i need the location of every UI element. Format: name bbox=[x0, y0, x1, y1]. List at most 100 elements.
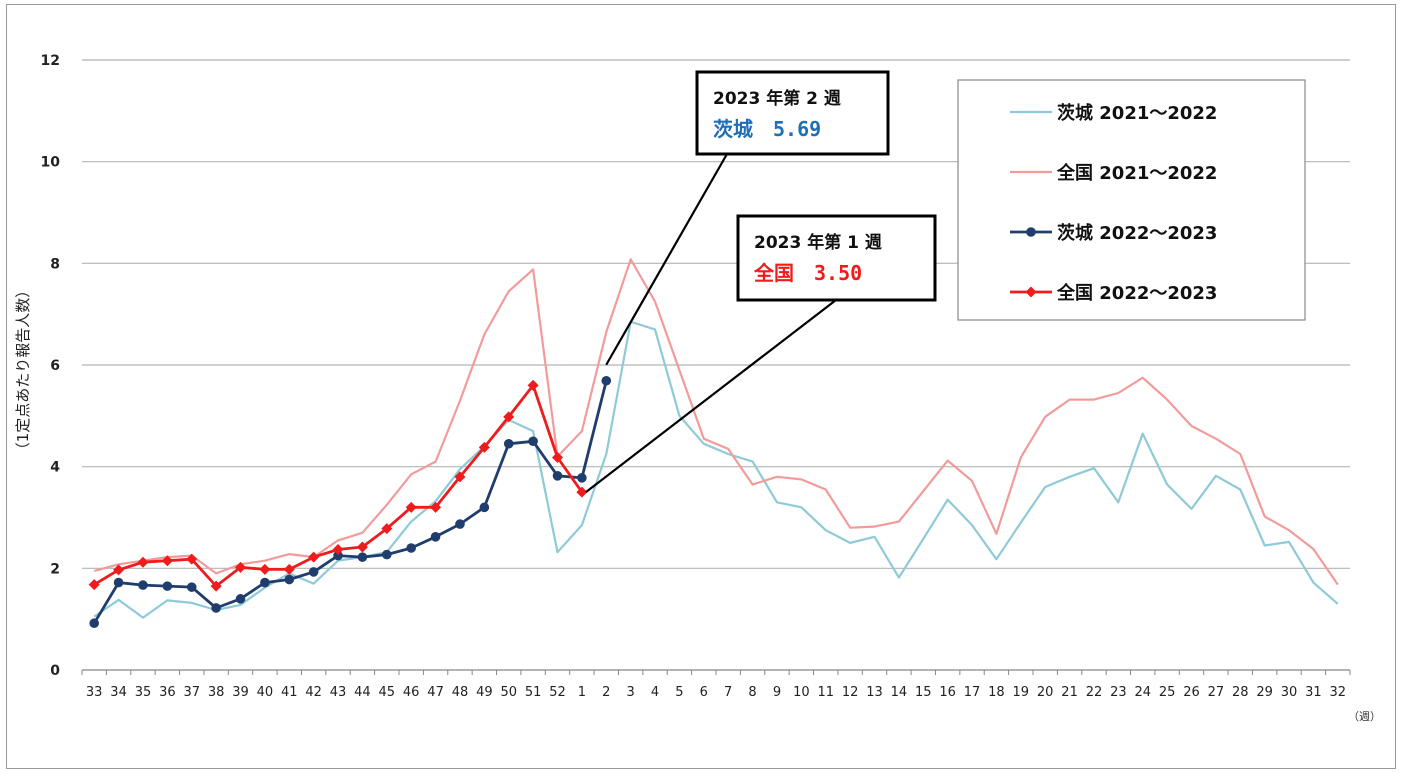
data-point bbox=[162, 581, 173, 591]
data-point bbox=[430, 501, 442, 513]
x-axis-unit: （週） bbox=[1348, 710, 1381, 723]
data-point bbox=[479, 502, 490, 513]
data-point bbox=[601, 375, 612, 386]
x-tick-label: 16 bbox=[939, 685, 956, 700]
data-point bbox=[235, 594, 246, 604]
data-point bbox=[211, 603, 221, 613]
data-point bbox=[113, 564, 125, 576]
data-point bbox=[382, 549, 392, 560]
x-tick-label: 44 bbox=[354, 685, 371, 700]
series-line bbox=[93, 380, 608, 624]
data-point bbox=[576, 486, 588, 498]
x-tick-label: 31 bbox=[1305, 685, 1322, 700]
x-tick-label: 30 bbox=[1281, 685, 1298, 700]
x-tick-label: 47 bbox=[427, 685, 444, 700]
x-tick-label: 45 bbox=[379, 685, 396, 700]
x-tick-label: 10 bbox=[793, 685, 810, 700]
x-tick-label: 6 bbox=[700, 685, 708, 700]
data-point bbox=[138, 580, 148, 590]
x-tick-label: 29 bbox=[1256, 685, 1273, 700]
x-tick-label: 27 bbox=[1208, 685, 1225, 700]
y-tick-label: 2 bbox=[50, 561, 60, 577]
x-tick-label: 24 bbox=[1134, 685, 1151, 700]
x-tick-label: 46 bbox=[403, 685, 420, 700]
x-tick-label: 33 bbox=[86, 685, 103, 700]
data-point bbox=[454, 471, 466, 483]
data-point bbox=[552, 471, 563, 481]
x-tick-label: 28 bbox=[1232, 685, 1249, 700]
x-tick-label: 36 bbox=[159, 685, 176, 700]
x-tick-label: 35 bbox=[135, 685, 152, 700]
series-1 bbox=[93, 258, 1339, 586]
annotation-value: 全国 3.50 bbox=[753, 261, 862, 285]
x-tick-label: 22 bbox=[1086, 685, 1103, 700]
legend-item: 茨城 2021～2022 bbox=[1010, 102, 1217, 124]
series-3 bbox=[88, 379, 588, 592]
data-point bbox=[455, 519, 465, 529]
data-point bbox=[284, 574, 295, 585]
data-point bbox=[332, 544, 344, 556]
y-tick-label: 12 bbox=[41, 53, 60, 69]
legend-label: 茨城 2022～2023 bbox=[1057, 222, 1217, 244]
data-point bbox=[308, 551, 320, 563]
y-tick-label: 10 bbox=[41, 155, 61, 171]
x-tick-label: 17 bbox=[964, 685, 981, 700]
data-point bbox=[235, 561, 246, 573]
data-point bbox=[503, 411, 515, 423]
annotation-leader-line bbox=[605, 153, 728, 366]
x-tick-label: 23 bbox=[1110, 685, 1127, 700]
x-tick-label: 4 bbox=[651, 685, 659, 700]
legend-item: 茨城 2022～2023 bbox=[1010, 222, 1217, 244]
x-tick-label: 25 bbox=[1159, 685, 1176, 700]
chart-frame bbox=[6, 4, 1396, 769]
series-0 bbox=[93, 320, 1339, 619]
data-point bbox=[161, 555, 173, 567]
data-point bbox=[381, 523, 393, 535]
legend-label: 全国 2022～2023 bbox=[1056, 282, 1217, 304]
data-point bbox=[260, 577, 270, 588]
series-line bbox=[93, 320, 1339, 619]
x-tick-label: 9 bbox=[773, 685, 781, 700]
legend-box bbox=[957, 79, 1306, 321]
annotation-leader-line bbox=[585, 299, 837, 493]
x-tick-label: 26 bbox=[1183, 685, 1200, 700]
data-point bbox=[527, 379, 539, 391]
y-tick-label: 8 bbox=[50, 256, 60, 272]
x-tick-label: 5 bbox=[675, 685, 683, 700]
annotation-title: 2023 年第 1 週 bbox=[754, 232, 882, 253]
x-tick-label: 13 bbox=[866, 685, 883, 700]
x-tick-label: 19 bbox=[1013, 685, 1030, 700]
annotation-box bbox=[736, 214, 937, 302]
legend-marker bbox=[1025, 286, 1037, 298]
y-axis-ticks: 0 2 4 6 8 10 12 bbox=[41, 53, 61, 679]
legend-label: 茨城 2021～2022 bbox=[1057, 102, 1217, 124]
x-tick-label: 11 bbox=[817, 685, 834, 700]
x-tick-label: 14 bbox=[891, 685, 908, 700]
data-point bbox=[503, 438, 514, 449]
x-tick-label: 15 bbox=[915, 685, 932, 700]
x-tick-label: 34 bbox=[110, 685, 127, 700]
data-point bbox=[356, 541, 368, 553]
data-point bbox=[357, 552, 368, 562]
x-tick-label: 49 bbox=[476, 685, 493, 700]
data-point bbox=[552, 452, 563, 464]
data-point bbox=[89, 618, 99, 629]
x-tick-label: 32 bbox=[1330, 685, 1347, 700]
x-tick-label: 1 bbox=[578, 685, 586, 700]
annotation-title: 2023 年第 2 週 bbox=[713, 88, 841, 109]
y-tick-label: 6 bbox=[50, 358, 60, 374]
legend: 茨城 2021～2022 全国 2021～2022 茨城 2022～2023 全国 2… bbox=[957, 79, 1306, 321]
x-tick-label: 8 bbox=[748, 685, 756, 700]
y-axis-label: （1定点あたり報告人数） bbox=[14, 283, 32, 458]
data-point bbox=[478, 441, 490, 453]
x-tick-label: 37 bbox=[183, 685, 200, 700]
x-tick-label: 51 bbox=[525, 685, 542, 700]
x-tick-label: 18 bbox=[988, 685, 1005, 700]
x-tick-label: 20 bbox=[1037, 685, 1054, 700]
annotation-box bbox=[695, 70, 890, 156]
x-tick-label: 2 bbox=[602, 685, 610, 700]
data-point bbox=[210, 580, 222, 592]
legend-label: 全国 2021～2022 bbox=[1056, 162, 1217, 184]
